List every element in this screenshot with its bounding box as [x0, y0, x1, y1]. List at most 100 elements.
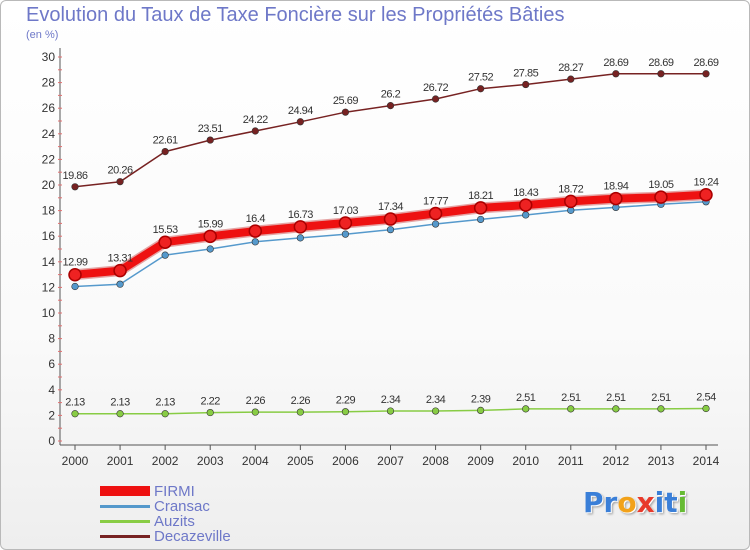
point-firmi	[248, 224, 263, 238]
legend-swatch-firmi	[100, 486, 150, 496]
y-tick-label: 26	[42, 101, 56, 115]
logo-letter: x	[636, 486, 655, 519]
point-cransac	[431, 220, 440, 228]
data-label-firmi: 18.43	[513, 187, 538, 199]
point-auzits	[702, 404, 710, 413]
point-auzits	[612, 405, 620, 413]
point-firmi	[518, 198, 533, 212]
data-label-auzits: 2.26	[291, 395, 311, 407]
point-decazeville	[522, 80, 530, 89]
point-auzits	[251, 408, 259, 416]
y-tick-label: 6	[48, 357, 55, 371]
x-tick-label: 2014	[693, 454, 720, 468]
x-tick-label: 2009	[467, 454, 494, 468]
data-label-decazeville: 28.69	[648, 57, 673, 69]
point-firmi	[473, 201, 488, 215]
logo-letter: t	[664, 486, 678, 519]
point-auzits	[341, 408, 350, 416]
chart-subtitle: (en %)	[26, 29, 59, 41]
legend-item-decazeville: Decazeville	[100, 528, 300, 545]
point-firmi	[203, 229, 217, 244]
logo-letter: r	[603, 486, 618, 519]
point-decazeville	[567, 75, 575, 83]
data-label-decazeville: 19.86	[62, 170, 87, 182]
point-auzits	[71, 410, 79, 418]
data-label-auzits: 2.51	[651, 392, 671, 404]
x-tick-label: 2001	[107, 454, 134, 468]
legend-item-cransac: Cransac	[100, 498, 300, 515]
point-cransac	[341, 230, 350, 238]
data-label-decazeville: 24.22	[243, 114, 268, 126]
point-firmi	[383, 212, 398, 226]
point-auzits	[296, 408, 304, 416]
proxiti-logo: Proxiti	[583, 486, 687, 519]
point-cransac	[477, 215, 485, 224]
point-decazeville	[341, 108, 350, 116]
point-decazeville	[251, 127, 259, 135]
y-tick-label: 20	[42, 178, 56, 192]
point-auzits	[386, 407, 395, 415]
point-firmi	[338, 216, 353, 230]
data-label-firmi: 17.34	[378, 201, 403, 213]
y-tick-label: 8	[48, 332, 55, 346]
point-decazeville	[477, 85, 485, 93]
point-cransac	[386, 226, 395, 234]
data-label-auzits: 2.51	[516, 392, 536, 404]
y-tick-label: 24	[42, 127, 56, 141]
point-decazeville	[206, 136, 214, 144]
data-label-firmi: 15.53	[153, 224, 178, 236]
chart-title: Evolution du Taux de Taxe Foncière sur l…	[26, 4, 565, 26]
legend-swatch-cransac	[100, 505, 150, 508]
point-cransac	[116, 280, 124, 288]
data-label-auzits: 2.34	[381, 394, 401, 406]
y-tick-label: 18	[42, 204, 56, 218]
data-label-auzits: 2.54	[696, 391, 716, 403]
point-cransac	[206, 245, 214, 253]
y-tick-label: 28	[42, 76, 56, 90]
data-label-auzits: 2.13	[110, 397, 130, 409]
point-auzits	[567, 405, 575, 413]
y-tick-label: 0	[48, 434, 55, 448]
logo-letter: i	[654, 486, 665, 519]
y-tick-label: 22	[42, 152, 56, 166]
data-label-firmi: 18.21	[468, 190, 493, 202]
legend-item-firmi: FIRMI	[100, 483, 300, 500]
data-label-auzits: 2.26	[246, 395, 266, 407]
data-label-firmi: 16.4	[246, 213, 266, 225]
data-label-decazeville: 24.94	[288, 105, 313, 117]
data-label-auzits: 2.51	[606, 392, 626, 404]
point-decazeville	[702, 70, 710, 78]
logo-letter: P	[583, 486, 604, 519]
legend-label-firmi: FIRMI	[154, 483, 195, 500]
logo-letter: i	[677, 486, 688, 519]
data-label-firmi: 19.05	[648, 179, 673, 191]
point-auzits	[477, 406, 485, 415]
data-label-decazeville: 27.85	[513, 68, 538, 80]
x-tick-label: 2007	[377, 454, 404, 468]
point-auzits	[657, 405, 665, 413]
point-decazeville	[71, 183, 79, 191]
point-decazeville	[431, 95, 440, 103]
data-label-auzits: 2.29	[336, 395, 356, 407]
point-cransac	[161, 251, 169, 259]
point-auzits	[161, 410, 169, 418]
data-label-decazeville: 22.61	[153, 135, 178, 147]
point-firmi	[158, 235, 172, 249]
point-firmi	[699, 187, 713, 202]
point-cransac	[71, 282, 79, 291]
x-tick-label: 2004	[242, 454, 269, 468]
y-tick-label: 2	[48, 408, 55, 422]
y-tick-label: 12	[42, 280, 56, 294]
data-label-auzits: 2.51	[561, 392, 581, 404]
x-tick-label: 2012	[603, 454, 630, 468]
data-label-firmi: 18.94	[603, 181, 628, 193]
data-label-firmi: 17.77	[423, 196, 448, 208]
y-tick-label: 16	[42, 229, 56, 243]
legend: FIRMI Cransac Auzits Decazeville	[100, 483, 300, 545]
point-decazeville	[116, 178, 124, 186]
y-tick-label: 30	[42, 50, 56, 64]
data-label-decazeville: 26.72	[423, 82, 448, 94]
data-label-decazeville: 25.69	[333, 95, 358, 107]
legend-swatch-decazeville	[100, 535, 150, 538]
